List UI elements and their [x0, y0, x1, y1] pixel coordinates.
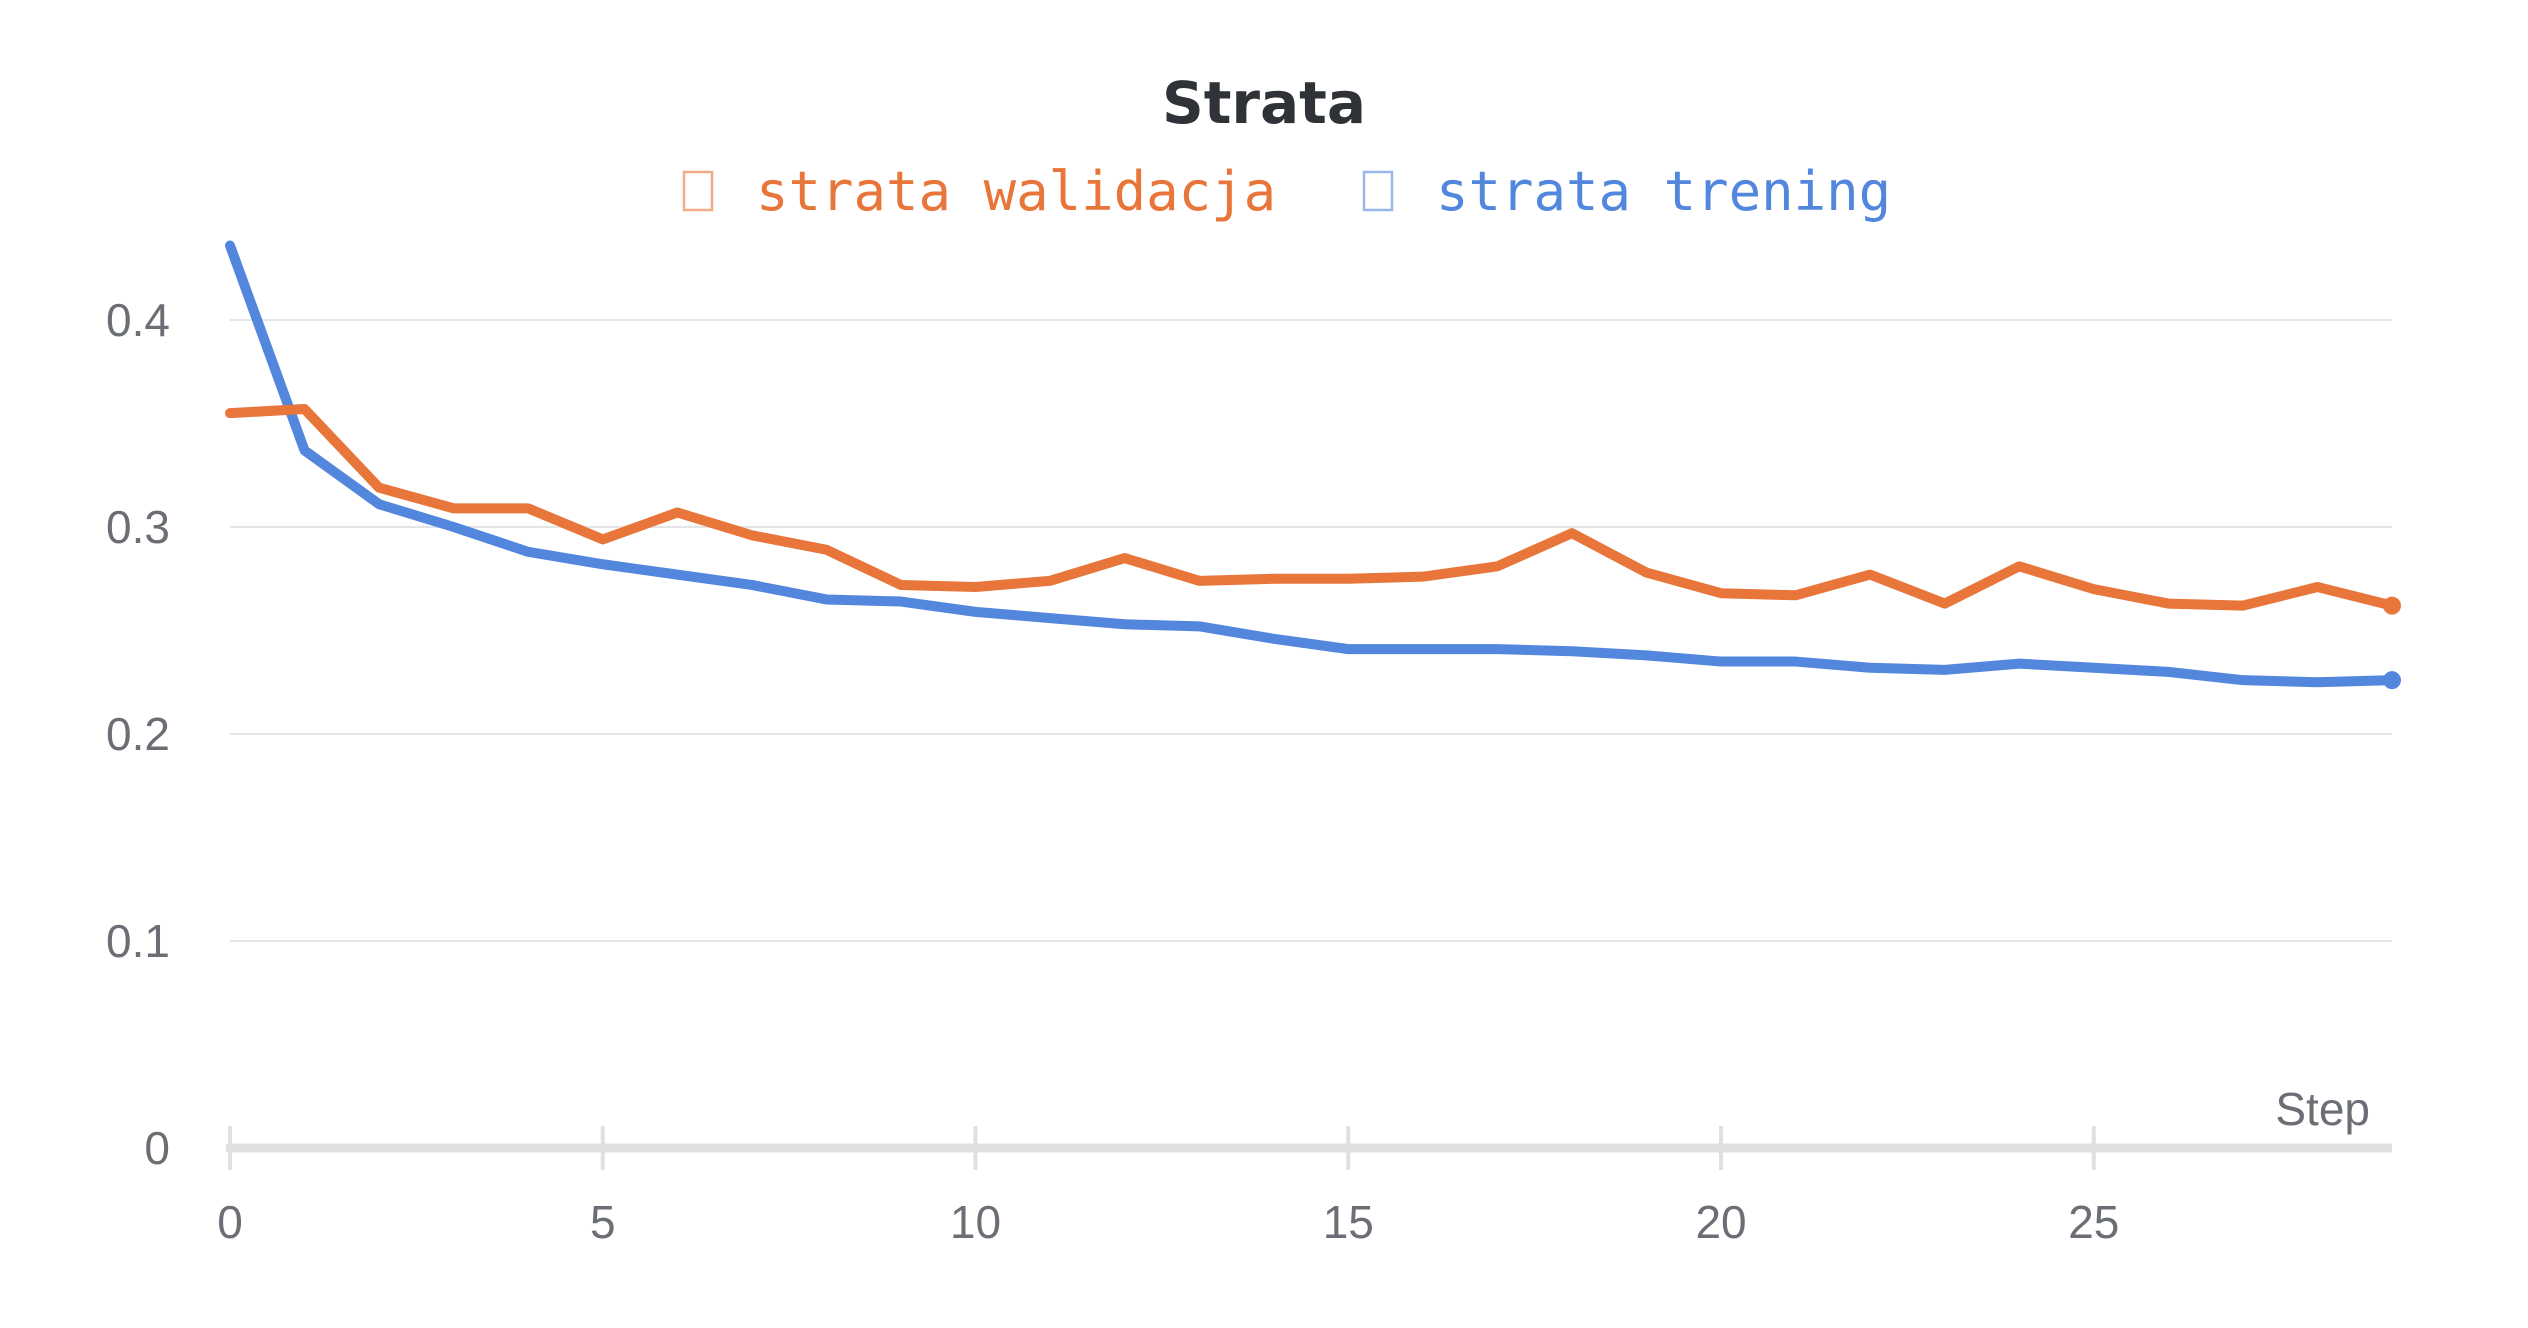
y-axis-ticks: 0 0.1 0.2 0.3 0.4 — [106, 294, 170, 1174]
grid-lines — [230, 319, 2392, 942]
legend-swatch — [682, 170, 714, 212]
legend-label: strata trening — [1436, 160, 1891, 223]
chart-title: Strata — [1162, 69, 1366, 137]
legend: strata walidacja strata trening — [682, 160, 1891, 223]
legend-swatch — [1362, 170, 1394, 212]
x-tick-label: 15 — [1323, 1196, 1374, 1248]
x-axis: 0 5 10 15 20 25 — [217, 1126, 2392, 1248]
y-tick-label: 0.4 — [106, 294, 170, 346]
series-line — [225, 404, 2397, 611]
series-end-point — [2383, 671, 2401, 690]
y-tick-label: 0.2 — [106, 708, 170, 760]
x-axis-label: Step — [2275, 1083, 2370, 1135]
y-tick-label: 0 — [144, 1122, 170, 1174]
legend-label: strata walidacja — [756, 160, 1276, 223]
x-tick-label: 20 — [1695, 1196, 1746, 1248]
series-line — [225, 240, 2397, 688]
x-tick-label: 0 — [217, 1196, 243, 1248]
x-tick-label: 25 — [2068, 1196, 2119, 1248]
series-end-point — [2383, 596, 2401, 615]
x-tick-label: 5 — [590, 1196, 616, 1248]
x-tick-label: 10 — [950, 1196, 1001, 1248]
y-tick-label: 0.3 — [106, 501, 170, 553]
y-tick-label: 0.1 — [106, 915, 170, 967]
series-lines — [225, 240, 2401, 690]
